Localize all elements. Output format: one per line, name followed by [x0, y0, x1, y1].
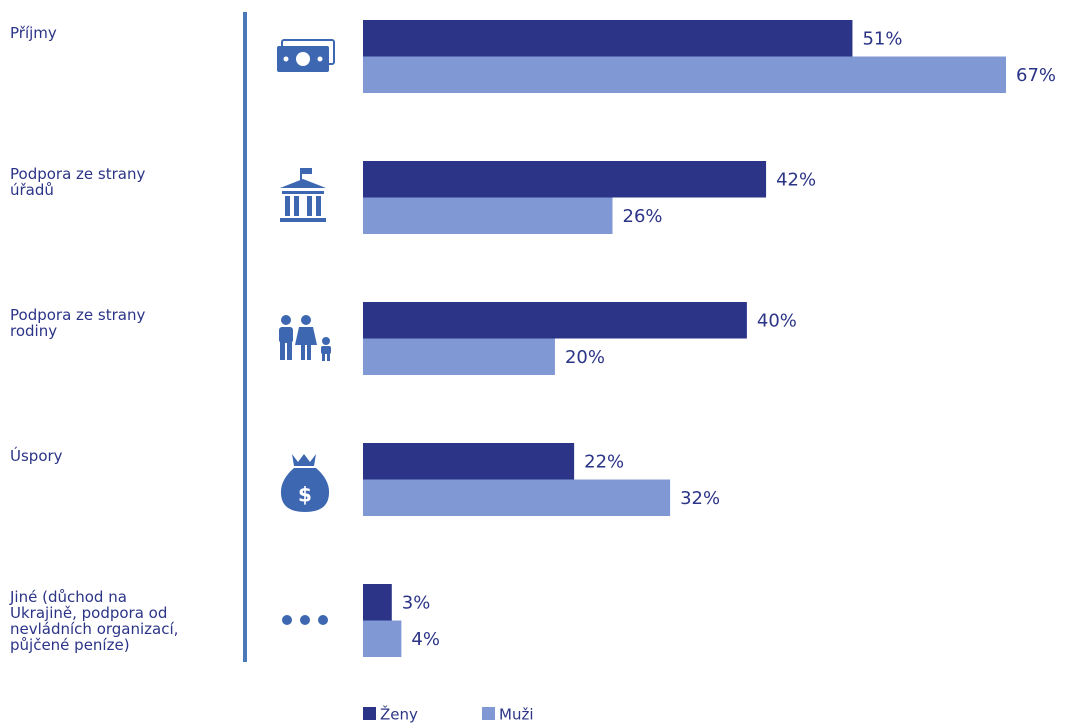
- legend-swatch: [482, 707, 495, 720]
- legend-swatch: [363, 707, 376, 720]
- bar: [363, 443, 575, 480]
- icon-family: [279, 315, 331, 361]
- bar: [363, 479, 671, 516]
- category-label: Podpora ze strany úřadů: [10, 165, 146, 199]
- legend-label: Muži: [499, 706, 534, 724]
- icon-dots: [282, 615, 328, 625]
- value-label: 40%: [757, 310, 797, 331]
- category-label: Úspory: [10, 447, 63, 465]
- bar: [363, 20, 853, 57]
- bar: [363, 197, 613, 234]
- value-label: 67%: [1016, 65, 1056, 86]
- value-label: 4%: [411, 629, 440, 650]
- icon-money: [277, 39, 335, 72]
- value-label: 22%: [584, 451, 624, 472]
- value-label: 3%: [402, 592, 431, 613]
- icon-bag: $: [280, 454, 330, 512]
- bar: [363, 302, 747, 339]
- category-label: Příjmy: [10, 24, 57, 42]
- bar: [363, 620, 402, 657]
- bar: [363, 584, 392, 621]
- category-label: Jiné (důchod na Ukrajině, podpora od nev…: [10, 588, 179, 654]
- legend-label: Ženy: [380, 705, 418, 724]
- bar: [363, 56, 1006, 93]
- bar: [363, 338, 555, 375]
- bar: [363, 161, 767, 198]
- value-label: 20%: [565, 347, 605, 368]
- icons: $: [277, 39, 335, 625]
- icon-building: [280, 168, 326, 222]
- value-label: 26%: [623, 206, 663, 227]
- value-label: 32%: [680, 488, 720, 509]
- value-label: 42%: [776, 169, 816, 190]
- icon-glyph: $: [298, 483, 312, 507]
- category-label: Podpora ze strany rodiny: [10, 306, 146, 340]
- value-label: 51%: [862, 28, 902, 49]
